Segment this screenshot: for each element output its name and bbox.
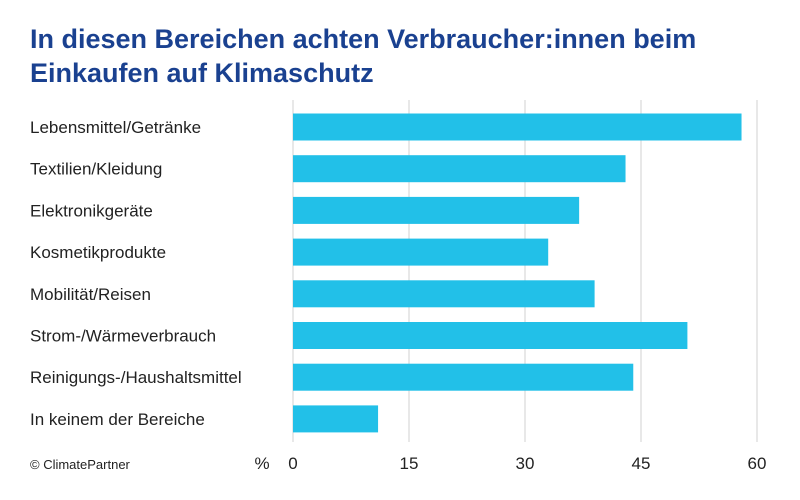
chart-title-line-2: Einkaufen auf Klimaschutz — [30, 58, 374, 88]
bar-4 — [293, 280, 595, 308]
x-unit-label: % — [254, 454, 269, 473]
category-label-2: Elektronikgeräte — [30, 201, 153, 220]
category-label-7: In keinem der Bereiche — [30, 410, 205, 429]
bar-7 — [293, 405, 379, 433]
bar-2 — [293, 196, 580, 224]
bar-6 — [293, 363, 634, 391]
category-label-4: Mobilität/Reisen — [30, 285, 151, 304]
source-credit: © ClimatePartner — [30, 457, 130, 472]
category-label-1: Textilien/Kleidung — [30, 160, 162, 179]
x-tick-label-0: 0 — [288, 454, 297, 473]
category-label-0: Lebensmittel/Getränke — [30, 118, 201, 137]
x-tick-label-2: 30 — [516, 454, 535, 473]
x-tick-label-3: 45 — [632, 454, 651, 473]
bar-1 — [293, 155, 626, 183]
chart-title: In diesen Bereichen achten Verbraucher:i… — [30, 22, 770, 90]
bar-3 — [293, 238, 549, 266]
category-label-6: Reinigungs-/Haushaltsmittel — [30, 368, 242, 387]
chart-title-line-1: In diesen Bereichen achten Verbraucher:i… — [30, 24, 697, 54]
bar-5 — [293, 322, 688, 349]
category-label-3: Kosmetikprodukte — [30, 243, 166, 262]
x-tick-label-4: 60 — [748, 454, 767, 473]
bar-0 — [293, 113, 742, 141]
category-label-5: Strom-/Wärmeverbrauch — [30, 327, 216, 346]
x-tick-label-1: 15 — [400, 454, 419, 473]
